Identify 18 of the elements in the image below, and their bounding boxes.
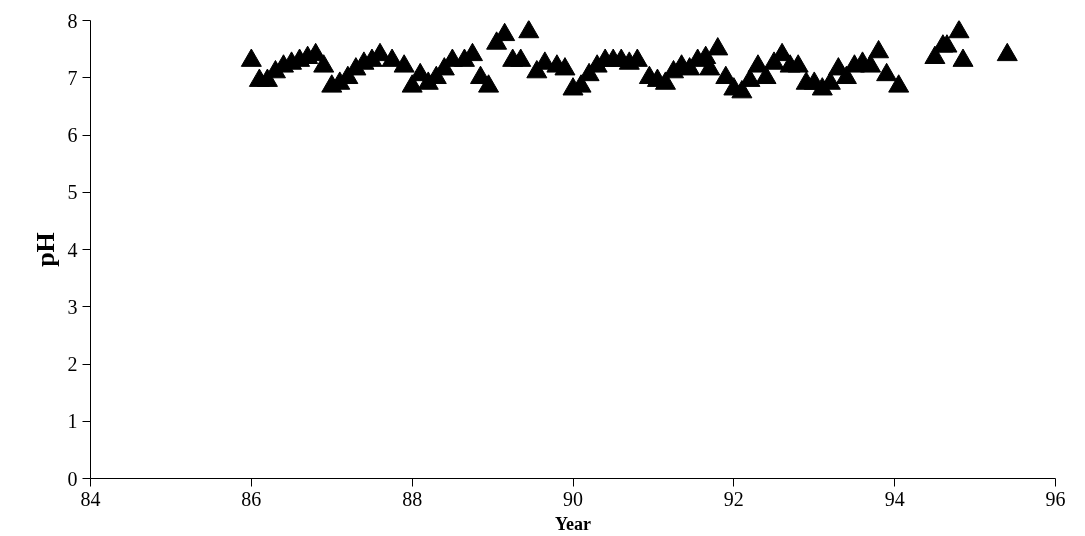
x-tick-label: 86: [241, 487, 262, 510]
y-tick-label: 8: [67, 9, 78, 32]
x-tick-label: 92: [723, 487, 744, 510]
y-tick-label: 5: [67, 181, 78, 204]
x-tick-label: 88: [402, 487, 423, 510]
x-tick-label: 84: [80, 487, 101, 510]
y-tick-label: 2: [67, 353, 78, 375]
x-axis-title: Year: [555, 513, 591, 534]
x-tick-label: 94: [884, 487, 905, 510]
y-tick-label: 4: [67, 238, 78, 261]
x-tick-label: 90: [563, 487, 583, 510]
y-tick-label: 0: [67, 467, 78, 490]
y-tick-label: 7: [67, 66, 78, 89]
y-tick-label: 3: [67, 295, 78, 318]
y-tick-label: 6: [67, 124, 78, 146]
y-axis-title: pH: [30, 232, 60, 267]
x-tick-label: 96: [1045, 487, 1066, 510]
y-tick-label: 1: [67, 410, 78, 433]
